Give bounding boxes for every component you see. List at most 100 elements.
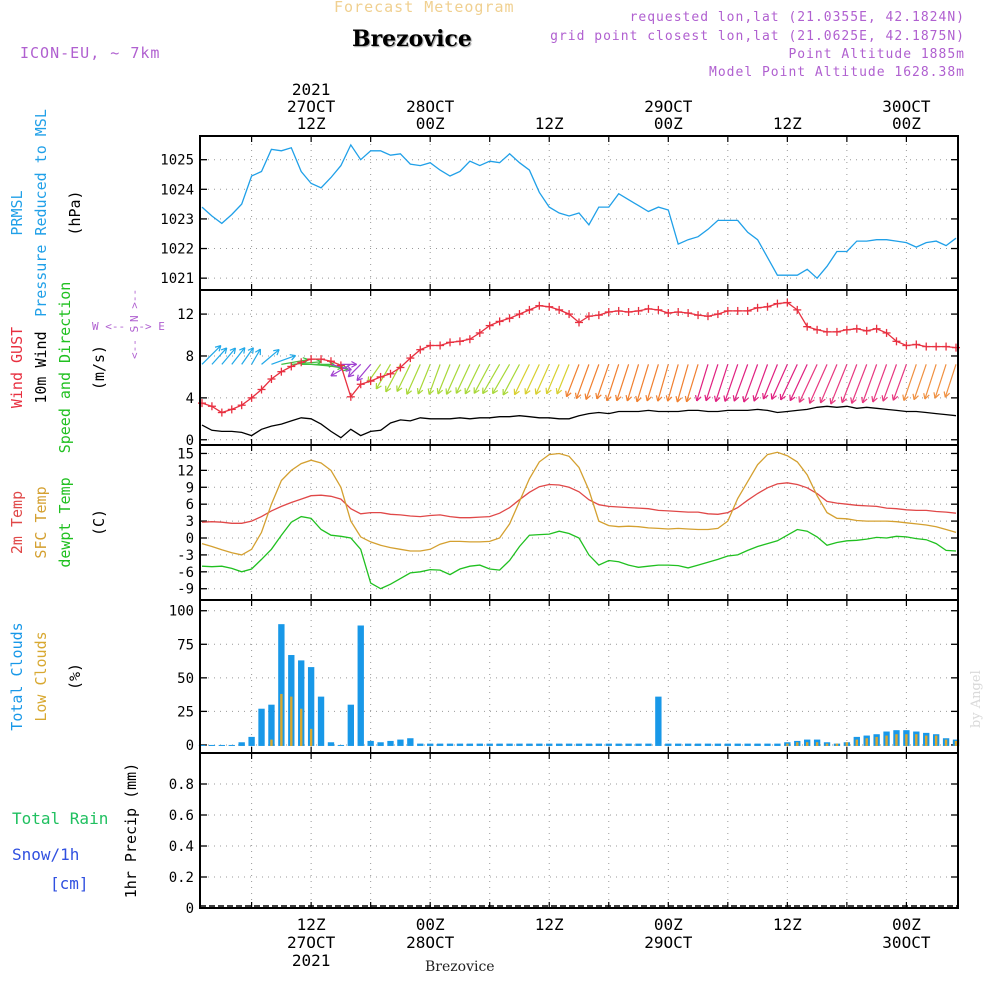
wind-arrow-shaft xyxy=(753,364,769,402)
total-clouds-bar xyxy=(456,743,464,746)
wind-arrow-shaft xyxy=(261,349,280,365)
gust-marker xyxy=(575,318,583,327)
wind-arrow xyxy=(779,364,798,401)
wind-arrow-head xyxy=(704,394,707,401)
wind-arrow xyxy=(819,364,838,404)
station-title: Brezovice xyxy=(352,26,472,52)
wind-arrow-shaft xyxy=(809,364,828,404)
wind-arrow-head xyxy=(224,347,228,354)
panel-frame xyxy=(199,289,959,446)
series-2m-temp xyxy=(201,482,957,524)
wind-arrow-shaft xyxy=(696,364,709,402)
total-clouds-bar xyxy=(198,744,206,746)
total-clouds-bar xyxy=(496,743,503,746)
wind-arrow-shaft xyxy=(482,364,501,394)
wind-arrow-head xyxy=(555,387,558,395)
y-tick-label: 25 xyxy=(177,704,194,720)
gust-marker xyxy=(634,306,643,315)
gust-marker xyxy=(664,309,673,318)
wind-arrow xyxy=(241,347,254,365)
wind-arrow xyxy=(396,364,411,392)
panel-label: Wind GUST xyxy=(8,327,26,408)
wind-arrow-head xyxy=(903,396,909,402)
low-clouds-bar xyxy=(944,739,948,746)
wind-arrow xyxy=(513,364,530,396)
total-clouds-bar xyxy=(337,744,345,746)
wind-arrow-head xyxy=(809,399,815,404)
wind-arrow xyxy=(231,347,246,365)
wind-arrow-head xyxy=(944,392,951,398)
wind-arrow-head xyxy=(762,393,765,400)
panel-label: Low Clouds xyxy=(32,631,50,721)
gust-marker xyxy=(882,328,891,337)
wind-arrow-head xyxy=(830,399,836,405)
gust-marker xyxy=(307,355,316,364)
wind-arrow-head xyxy=(829,398,832,405)
svg-text:00Z: 00Z xyxy=(654,114,683,133)
wind-arrow-shaft xyxy=(830,364,848,405)
wind-arrow-head xyxy=(694,394,698,402)
wind-arrow-head xyxy=(254,348,261,353)
gust-marker xyxy=(594,311,603,320)
wind-arrow-head xyxy=(385,388,392,393)
gust-marker xyxy=(604,307,613,316)
panel-label: Speed and Direction xyxy=(56,282,74,454)
wind-arrow-head xyxy=(545,387,548,394)
bottom-station-label: Brezovice xyxy=(425,959,495,975)
total-clouds-bar xyxy=(476,743,483,746)
wind-arrow xyxy=(840,364,858,404)
total-clouds-bar xyxy=(764,743,771,746)
gust-marker xyxy=(644,304,653,313)
wind-arrow-shaft xyxy=(271,355,296,365)
wind-arrow-shaft xyxy=(705,364,719,401)
point-altitude: Point Altitude 1885m xyxy=(788,47,965,62)
low-clouds-bar xyxy=(825,743,829,746)
wind-arrow xyxy=(912,364,927,401)
svg-text:29OCT: 29OCT xyxy=(644,933,693,952)
wind-arrow-shaft xyxy=(446,364,461,395)
y-tick-label: 1023 xyxy=(160,212,194,228)
wind-arrow xyxy=(714,364,729,403)
total-clouds-bar xyxy=(248,736,255,746)
wind-arrow-head xyxy=(799,398,805,403)
total-clouds-bar xyxy=(565,743,573,746)
wind-arrow-head xyxy=(239,347,246,351)
y-tick-label: 9 xyxy=(186,480,194,496)
wind-arrow xyxy=(615,364,630,402)
wind-arrow-head xyxy=(525,390,531,395)
wind-arrow-shaft xyxy=(546,364,560,395)
total-clouds-bar xyxy=(724,743,731,746)
wind-arrow-shaft xyxy=(231,347,246,365)
svg-text:2021: 2021 xyxy=(292,80,331,99)
total-clouds-bar xyxy=(436,743,444,746)
wind-arrow xyxy=(416,364,431,395)
wind-arrow-head xyxy=(289,354,296,357)
gust-marker xyxy=(356,380,365,389)
panel-labels-clouds: Total Clouds Low Clouds (%) xyxy=(8,622,84,730)
wind-arrow-head xyxy=(733,396,740,402)
wind-arrow-head xyxy=(465,389,471,395)
wind-arrow-shaft xyxy=(524,364,540,395)
wind-arrow-shaft xyxy=(771,364,788,400)
wind-arrow-shaft xyxy=(606,364,620,401)
svg-text:12Z: 12Z xyxy=(773,915,802,934)
gust-marker xyxy=(227,405,236,414)
panel-label: SFC Temp xyxy=(32,486,50,558)
wind-arrow xyxy=(808,364,828,404)
svg-text:27OCT: 27OCT xyxy=(287,933,336,952)
total-clouds-bar xyxy=(258,708,265,746)
gust-marker xyxy=(217,408,226,417)
wind-arrow xyxy=(427,364,441,395)
total-clouds-bar xyxy=(575,743,583,746)
wind-arrow-head xyxy=(273,348,280,352)
gust-marker xyxy=(922,342,931,351)
gust-marker xyxy=(763,302,772,311)
wind-arrow-head xyxy=(482,389,489,395)
wind-arrow xyxy=(211,347,228,365)
wind-arrow-shaft xyxy=(616,364,630,401)
total-clouds-bar xyxy=(665,743,672,746)
svg-text:00Z: 00Z xyxy=(892,114,921,133)
wind-arrow-head xyxy=(780,395,786,401)
svg-text:27OCT: 27OCT xyxy=(287,97,336,116)
